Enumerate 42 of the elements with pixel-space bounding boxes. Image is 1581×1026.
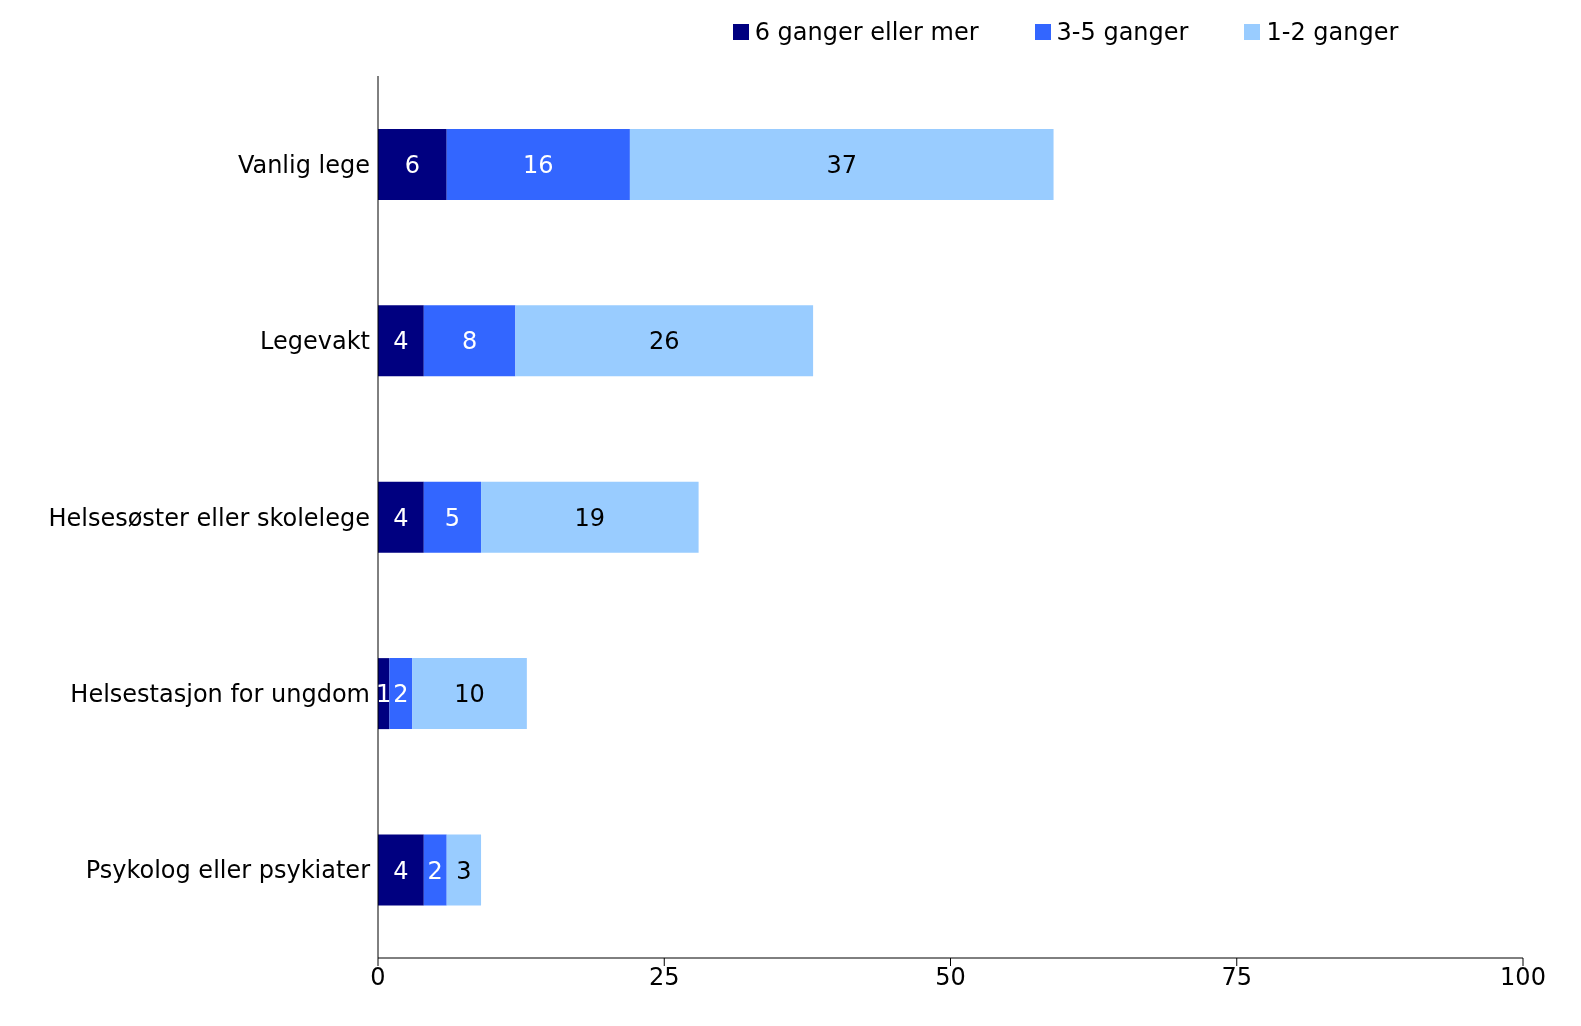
data-label: 5	[444, 503, 461, 532]
legend-label: 6 ganger eller mer	[754, 18, 979, 46]
bar	[378, 305, 424, 377]
bar	[378, 481, 424, 553]
y-tick-label: Helsesøster eller skolelege	[48, 503, 370, 532]
data-label: 4	[393, 327, 409, 356]
data-label: 4	[393, 503, 409, 532]
y-tick-label: Legevakt	[260, 327, 370, 356]
bar	[629, 128, 1054, 200]
data-label: 16	[523, 150, 554, 179]
x-tick-label: 75	[1221, 963, 1253, 992]
data-label: 8	[461, 327, 478, 356]
bar	[446, 128, 630, 200]
y-tick-label: Helsestasjon for ungdom	[70, 679, 370, 708]
legend-label: 3-5 ganger	[1056, 18, 1189, 46]
legend-label: 1-2 ganger	[1266, 18, 1399, 46]
x-tick-label: 0	[370, 963, 386, 992]
bar	[423, 834, 447, 906]
data-label: 10	[454, 680, 485, 709]
data-label: 1	[376, 680, 392, 709]
bar	[446, 834, 482, 906]
bar	[412, 658, 527, 730]
data-label: 26	[648, 327, 680, 356]
bar	[378, 834, 424, 906]
bar	[378, 128, 447, 200]
data-label: 37	[826, 150, 857, 179]
data-label: 2	[427, 856, 443, 885]
bar	[423, 481, 482, 553]
bar	[423, 305, 516, 377]
y-tick-label: Psykolog eller psykiater	[85, 856, 371, 885]
data-label: 19	[574, 503, 606, 532]
data-label: 2	[393, 680, 409, 709]
x-tick-label: 50	[935, 963, 966, 992]
x-tick-label: 100	[1500, 963, 1546, 992]
x-tick-label: 25	[648, 963, 680, 992]
data-label: 4	[393, 856, 409, 885]
bar	[481, 481, 699, 553]
y-tick-label: Vanlig lege	[237, 150, 370, 179]
data-label: 6	[404, 150, 420, 179]
bar	[515, 305, 814, 377]
bar	[389, 658, 413, 730]
data-label: 3	[456, 856, 472, 885]
